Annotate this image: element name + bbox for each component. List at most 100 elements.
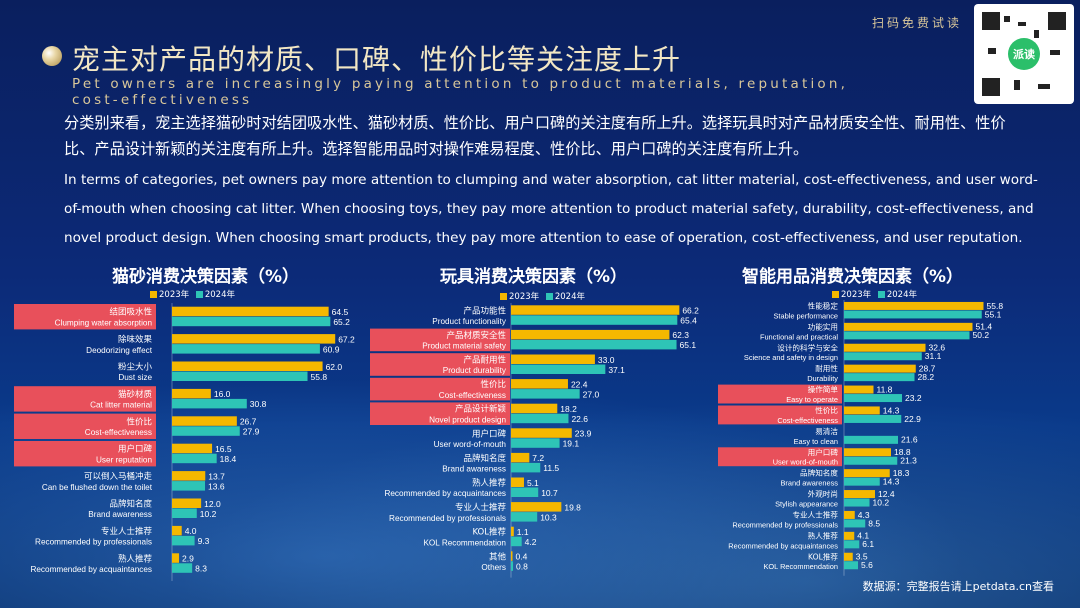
value-label-2024: 37.1	[608, 365, 625, 375]
qr-code[interactable]: 派读	[974, 4, 1074, 104]
category-label-cn: 专业人士推荐	[101, 526, 153, 537]
category-label-en: Recommended by professionals	[35, 538, 152, 547]
legend-2024-label: 2024年	[204, 290, 235, 300]
value-label-2024: 55.8	[311, 372, 328, 382]
value-label-2024: 23.2	[905, 393, 922, 403]
bar-2023	[511, 329, 670, 340]
bar-2023	[172, 416, 237, 426]
legend-cat-litter: 2023年 2024年	[150, 288, 235, 300]
category-label-cn: 可以倒入马桶冲走	[84, 471, 153, 482]
value-label-2024: 14.3	[883, 476, 900, 486]
value-label-2024: 4.2	[525, 537, 537, 547]
category-highlight	[370, 377, 510, 401]
legend-2023-label: 2023年	[841, 290, 872, 300]
value-label-2024: 13.6	[208, 481, 225, 491]
category-label-en: Stable performance	[774, 311, 839, 320]
value-label-2024: 19.1	[563, 439, 580, 449]
category-label-en: Cost-effectiveness	[777, 416, 838, 425]
category-label-en: Product durability	[443, 366, 507, 375]
legend-2024-label: 2024年	[554, 292, 585, 302]
value-label-2023: 28.7	[919, 363, 936, 373]
category-label-cn: 其他	[489, 551, 507, 562]
bar-2023	[844, 490, 875, 499]
category-label-en: Clumping water absorption	[55, 318, 153, 327]
value-label-2023: 1.1	[517, 527, 529, 537]
value-label-2024: 11.5	[543, 463, 559, 473]
value-label-2023: 16.5	[215, 444, 232, 454]
category-label-cn: 性价比	[126, 416, 152, 427]
value-label-2023: 11.8	[877, 384, 893, 394]
bar-2023	[511, 379, 568, 389]
legend-2024-swatch	[877, 291, 885, 298]
value-label-2023: 18.2	[560, 404, 577, 414]
value-label-2024: 60.9	[323, 344, 340, 354]
category-label-cn: 熟人推荐	[118, 553, 153, 564]
bar-2024	[844, 435, 898, 444]
summary-english: In terms of categories, pet owners pay m…	[64, 172, 1038, 246]
value-label-2023: 33.0	[598, 355, 615, 365]
category-label-cn: 产品设计新颖	[455, 404, 507, 415]
bar-2024	[511, 536, 522, 547]
title-bullet-icon	[42, 46, 62, 66]
bar-2023	[511, 428, 572, 438]
category-label-en: Easy to clean	[794, 437, 838, 446]
bar-2024	[844, 519, 866, 528]
bar-2024	[511, 339, 677, 350]
value-label-2023: 5.1	[527, 478, 539, 488]
category-label-en: Product material safety	[422, 342, 507, 351]
value-label-2023: 12.0	[204, 499, 221, 509]
category-label-en: Brand awareness	[780, 479, 838, 488]
category-label-cn: 用户口碑	[808, 447, 839, 457]
value-label-2023: 22.4	[571, 379, 588, 389]
value-label-2024: 0.8	[516, 562, 528, 572]
bar-2023	[511, 477, 524, 487]
legend-2023-label: 2023年	[509, 292, 540, 302]
category-label-cn: 品牌知名度	[463, 453, 506, 464]
category-highlight	[14, 304, 156, 330]
bar-2024	[511, 487, 539, 497]
value-label-2023: 4.1	[857, 531, 869, 541]
category-label-en: Cost-effectiveness	[439, 391, 506, 400]
value-label-2024: 30.8	[250, 399, 267, 409]
bar-2024	[511, 413, 569, 424]
qr-logo: 派读	[1008, 38, 1040, 70]
value-label-2024: 31.1	[925, 351, 942, 361]
bar-2023	[844, 448, 891, 457]
bar-2023	[172, 306, 329, 317]
category-label-en: KOL Recommendation	[764, 562, 839, 571]
bar-2023	[511, 551, 513, 561]
bar-2023	[172, 443, 213, 454]
category-label-cn: 产品耐用性	[463, 355, 506, 366]
category-label-en: Dust size	[118, 373, 152, 382]
value-label-2024: 65.1	[680, 340, 697, 350]
bar-2024	[844, 540, 860, 549]
value-label-2023: 4.0	[185, 526, 197, 536]
bar-2024	[844, 456, 898, 465]
bar-2024	[511, 315, 678, 325]
bar-2024	[172, 398, 247, 409]
value-label-2023: 67.2	[338, 334, 355, 344]
value-label-2024: 8.5	[868, 518, 880, 528]
bar-2023	[172, 361, 323, 371]
bar-2024	[172, 316, 331, 327]
bar-2023	[172, 525, 182, 536]
category-label-cn: 产品材质安全性	[446, 330, 506, 341]
category-label-en: Functional and practical	[760, 332, 838, 341]
bar-2024	[844, 373, 915, 382]
category-label-cn: 性价比	[480, 379, 506, 390]
category-label-cn: 熟人推荐	[472, 478, 507, 489]
bar-2023	[172, 388, 211, 399]
category-highlight	[718, 384, 842, 404]
category-label-en: Recommended by professionals	[732, 520, 838, 529]
category-label-en: KOL Recommendation	[423, 538, 506, 547]
value-label-2024: 65.4	[680, 316, 697, 326]
bar-2024	[844, 477, 880, 486]
bar-2024	[511, 512, 538, 522]
value-label-2023: 51.4	[976, 322, 993, 332]
category-label-en: Recommended by acquaintances	[384, 489, 506, 498]
chart-title-cat-litter: 猫砂消费决策因素（%）	[112, 267, 300, 287]
category-label-en: Novel product design	[429, 415, 506, 424]
value-label-2023: 2.9	[182, 554, 194, 564]
value-label-2024: 50.2	[973, 330, 990, 340]
